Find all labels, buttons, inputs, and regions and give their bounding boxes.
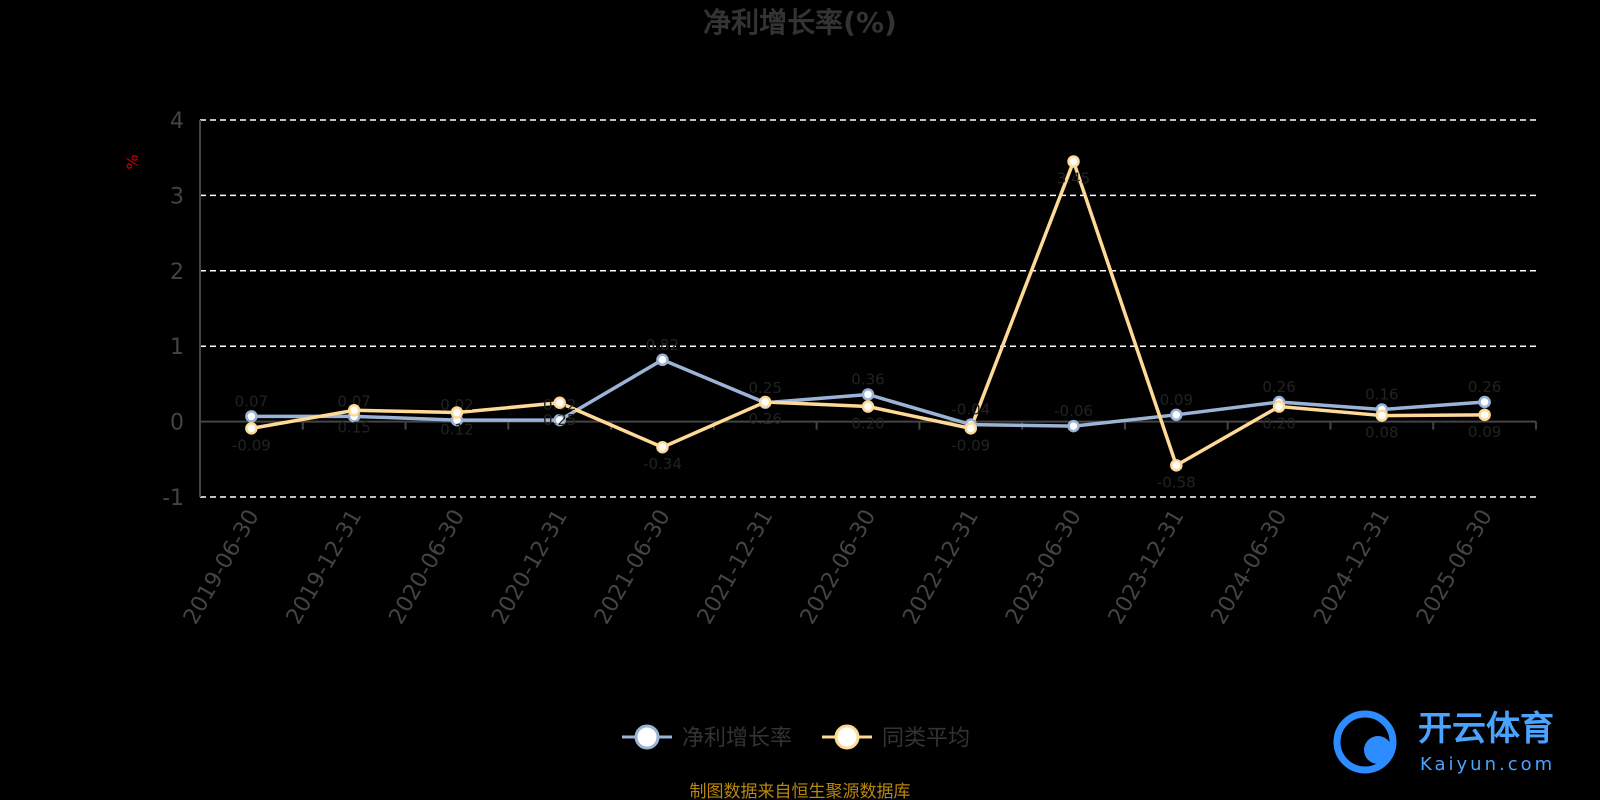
data-label: 0.25 (543, 411, 576, 429)
y-tick-label: -1 (162, 486, 184, 511)
data-label: -0.09 (951, 436, 990, 454)
legend-label: 净利增长率 (682, 726, 792, 751)
data-label: 0.26 (1468, 378, 1501, 396)
x-tick-label: 2020-06-30 (385, 506, 471, 629)
data-point[interactable] (1478, 395, 1491, 409)
y-tick-label: 3 (170, 184, 184, 209)
data-point[interactable] (1170, 459, 1183, 472)
logo-ball-icon (1333, 710, 1397, 774)
x-tick-label: 2019-12-31 (282, 506, 368, 629)
data-point[interactable] (1375, 409, 1389, 422)
watermark-name: 开云体育 (1418, 709, 1554, 749)
y-tick-label: 0 (170, 411, 184, 436)
data-label: 0.36 (851, 370, 884, 388)
data-point[interactable] (553, 396, 566, 409)
data-point[interactable] (1272, 400, 1286, 413)
logo-ball-core (1364, 736, 1392, 764)
data-label: 0.07 (235, 392, 268, 410)
x-tick-label: 2021-06-30 (590, 506, 676, 629)
x-tick-label: 2023-06-30 (1001, 506, 1087, 629)
data-label: 0.15 (337, 418, 370, 436)
data-label: -0.04 (951, 401, 990, 419)
y-tick-label: 4 (170, 109, 184, 134)
legend[interactable]: 净利增长率 同类平均 (622, 724, 970, 751)
x-tick-label: 2024-06-30 (1207, 506, 1293, 629)
x-tick-label: 2019-06-30 (179, 506, 265, 629)
watermark-domain: Kaiyun.com (1420, 754, 1555, 775)
legend-label: 同类平均 (882, 726, 970, 751)
data-label: 0.26 (1262, 378, 1295, 396)
data-point[interactable] (861, 400, 875, 413)
data-point[interactable] (245, 410, 258, 423)
data-label: 0.20 (851, 415, 884, 433)
y-tick-label: 2 (170, 260, 184, 285)
data-point[interactable] (861, 388, 875, 401)
data-label: 0.08 (1365, 424, 1398, 442)
x-tick-label: 2020-12-31 (487, 506, 573, 629)
data-point[interactable] (450, 406, 464, 419)
legend-marker (834, 724, 860, 750)
y-axis-unit: % (123, 154, 142, 169)
data-label: 0.20 (1262, 415, 1295, 433)
axes (199, 120, 1537, 497)
data-label: -0.09 (232, 436, 271, 454)
x-axis-ticks: 2019-06-30 2019-12-31 2020-06-30 2020-12-31… (179, 506, 1498, 629)
x-tick-label: 2022-06-30 (796, 506, 882, 629)
data-label: 0.07 (337, 392, 370, 410)
x-tick-label: 2024-12-31 (1309, 506, 1395, 629)
legend-item[interactable]: 同类平均 (822, 724, 970, 751)
grid-lines (200, 119, 1536, 498)
data-point[interactable] (1170, 408, 1183, 422)
y-tick-label: 1 (170, 335, 184, 360)
legend-item[interactable]: 净利增长率 (622, 724, 792, 751)
x-tick-label: 2023-12-31 (1104, 506, 1190, 629)
data-point[interactable] (1478, 408, 1491, 422)
data-point[interactable] (1067, 419, 1080, 433)
data-label: 0.09 (1160, 391, 1193, 409)
data-label: -0.58 (1157, 473, 1196, 491)
data-label: 0.25 (749, 379, 782, 397)
x-tick-label: 2021-12-31 (693, 506, 779, 629)
data-label: 0.26 (749, 410, 782, 428)
data-label: 0.09 (1468, 423, 1501, 441)
data-label: -0.06 (1054, 402, 1093, 420)
data-point[interactable] (656, 440, 669, 454)
data-point[interactable] (245, 422, 258, 435)
watermark-logo: 开云体育 Kaiyun.com (1333, 709, 1555, 775)
data-label: 0.82 (646, 336, 679, 354)
legend-marker (634, 724, 660, 750)
data-point[interactable] (758, 395, 772, 409)
data-point[interactable] (656, 353, 669, 367)
source-note: 制图数据来自恒生聚源数据库 (690, 782, 911, 800)
x-tick-label: 2025-06-30 (1412, 506, 1498, 629)
data-point[interactable] (964, 422, 978, 435)
chart-title: 净利增长率(%) (703, 6, 897, 39)
data-label: 0.02 (440, 396, 473, 414)
data-label: 0.12 (440, 421, 473, 439)
data-label: -0.34 (643, 455, 682, 473)
data-label: 3.45 (1057, 169, 1090, 187)
data-label: 0.16 (1365, 386, 1398, 404)
data-point[interactable] (553, 413, 566, 427)
x-tick-label: 2022-12-31 (898, 506, 984, 629)
y-axis-ticks: -1 0 1 2 3 4 (162, 109, 184, 511)
data-point[interactable] (1067, 155, 1080, 168)
data-point[interactable] (347, 404, 361, 417)
series-layer: 0.070.070.020.020.820.250.36-0.04-0.060.… (232, 155, 1501, 491)
